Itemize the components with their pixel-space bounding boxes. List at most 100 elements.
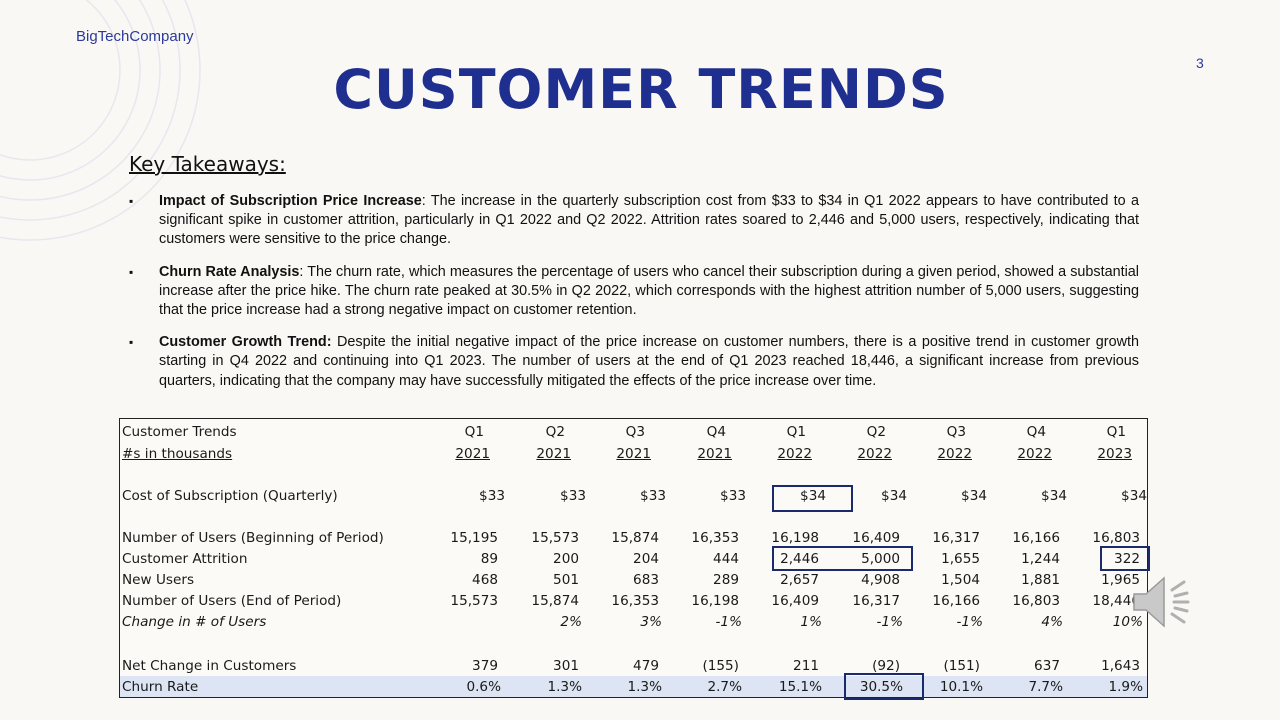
table-cell: $33 bbox=[479, 487, 505, 504]
quarter-header: Q4 bbox=[1026, 423, 1046, 440]
bullet-text: : The increase in the quarterly subscrip… bbox=[159, 193, 1139, 248]
takeaways-heading: Key Takeaways: bbox=[129, 152, 286, 176]
table-cell: 379 bbox=[472, 657, 498, 674]
table-cell: 2.7% bbox=[707, 678, 742, 695]
table-cell: 16,353 bbox=[691, 529, 739, 546]
row-label: Change in # of Users bbox=[122, 613, 267, 630]
table-cell: 16,353 bbox=[611, 592, 659, 609]
row-label: Number of Users (End of Period) bbox=[122, 592, 342, 609]
takeaway-customer-growth: ▪ Customer Growth Trend: Despite the init… bbox=[129, 333, 1139, 391]
table-cell: 289 bbox=[713, 571, 739, 588]
table-row-change: Change in # of Users 2% 3% -1% 1% -1% -1% 4% 10… bbox=[120, 611, 1147, 632]
table-cell: 16,803 bbox=[1092, 529, 1140, 546]
bullet-lead: Churn Rate Analysis bbox=[159, 263, 300, 280]
table-cell: 16,409 bbox=[771, 592, 819, 609]
table-cell: 204 bbox=[633, 550, 659, 567]
table-cell: 2% bbox=[560, 613, 582, 630]
table-cell: 200 bbox=[553, 550, 579, 567]
row-label: Cost of Subscription (Quarterly) bbox=[122, 487, 338, 504]
row-label: Number of Users (Beginning of Period) bbox=[122, 529, 384, 546]
table-header-row-years: #s in thousands 2021 2021 2021 2021 2022 2022… bbox=[120, 443, 1147, 464]
table-cell: 10.1% bbox=[939, 678, 983, 695]
table-cell: 16,317 bbox=[932, 529, 980, 546]
table-cell: 1.9% bbox=[1108, 678, 1143, 695]
quarter-header: Q3 bbox=[946, 423, 966, 440]
bullet-text: Despite the initial negative impact of t… bbox=[159, 334, 1139, 389]
table-cell: (151) bbox=[943, 657, 980, 674]
table-row-attrition: Customer Attrition 89 200 204 444 2,446 5,000… bbox=[120, 548, 1147, 569]
table-cell: 16,803 bbox=[1012, 592, 1060, 609]
customer-trends-table: Customer Trends Q1 Q2 Q3 Q4 Q1 Q2 Q3 Q4 Q1 #s in… bbox=[119, 418, 1150, 700]
table-row-cost: Cost of Subscription (Quarterly) $33 $33 $… bbox=[120, 485, 1147, 506]
year-header: 2021 bbox=[697, 445, 732, 462]
table-cell: 4% bbox=[1041, 613, 1063, 630]
table-cell: 1,881 bbox=[1021, 571, 1060, 588]
row-label: Churn Rate bbox=[122, 678, 199, 695]
table-cell: $34 bbox=[1121, 487, 1147, 504]
table-row-new-users: New Users 468 501 683 289 2,657 4,908 1,504 1,8… bbox=[120, 569, 1147, 590]
table-cell: 15,195 bbox=[450, 529, 498, 546]
table-cell: 1.3% bbox=[627, 678, 662, 695]
page-number: 3 bbox=[1196, 55, 1204, 71]
table-cell: 16,409 bbox=[852, 529, 900, 546]
table-cell: 501 bbox=[553, 571, 579, 588]
table-cell: 15,573 bbox=[450, 592, 498, 609]
table-cell: 15,874 bbox=[531, 592, 579, 609]
table-cell: 15,573 bbox=[531, 529, 579, 546]
table-cell: 211 bbox=[793, 657, 819, 674]
table-cell: 7.7% bbox=[1028, 678, 1063, 695]
table-cell: $34 bbox=[881, 487, 907, 504]
quarter-header: Q1 bbox=[1106, 423, 1126, 440]
table-cell: 1.3% bbox=[547, 678, 582, 695]
row-label: Customer Attrition bbox=[122, 550, 248, 567]
year-header: 2022 bbox=[937, 445, 972, 462]
table-cell: 1,504 bbox=[941, 571, 980, 588]
table-subtitle: #s in thousands bbox=[122, 445, 233, 462]
table-cell: $33 bbox=[640, 487, 666, 504]
table-cell: 683 bbox=[633, 571, 659, 588]
quarter-header: Q3 bbox=[625, 423, 645, 440]
year-header: 2021 bbox=[455, 445, 490, 462]
table-cell: 479 bbox=[633, 657, 659, 674]
quarter-header: Q2 bbox=[545, 423, 565, 440]
table-header-row-quarters: Customer Trends Q1 Q2 Q3 Q4 Q1 Q2 Q3 Q4 Q1 bbox=[120, 421, 1147, 442]
year-header: 2022 bbox=[857, 445, 892, 462]
table-row-net-change: Net Change in Customers 379 301 479 (155) 21… bbox=[120, 655, 1147, 676]
table-cell: 30.5% bbox=[859, 678, 903, 695]
year-header: 2022 bbox=[1017, 445, 1052, 462]
table-cell: 1,643 bbox=[1101, 657, 1140, 674]
speaker-icon[interactable] bbox=[1130, 572, 1194, 632]
year-header: 2021 bbox=[616, 445, 651, 462]
table-cell: 2,657 bbox=[780, 571, 819, 588]
bullet-lead: Customer Growth Trend: bbox=[159, 334, 332, 351]
table-cell: 89 bbox=[480, 550, 498, 567]
table-cell: 16,166 bbox=[932, 592, 980, 609]
table-cell: 1,244 bbox=[1021, 550, 1060, 567]
bullet-marker: ▪ bbox=[129, 264, 134, 279]
table-cell: -1% bbox=[956, 613, 983, 630]
quarter-header: Q4 bbox=[706, 423, 726, 440]
table-row-users-end: Number of Users (End of Period) 15,573 15… bbox=[120, 590, 1147, 611]
year-header: 2023 bbox=[1097, 445, 1132, 462]
bullet-lead: Impact of Subscription Price Increase bbox=[159, 193, 422, 209]
table-cell: -1% bbox=[876, 613, 903, 630]
bullet-marker: ▪ bbox=[129, 335, 134, 350]
table-cell: 301 bbox=[553, 657, 579, 674]
table-cell: 16,317 bbox=[852, 592, 900, 609]
table-cell: $33 bbox=[720, 487, 746, 504]
table-row-churn: Churn Rate 0.6% 1.3% 1.3% 2.7% 15.1% 30.5% 10.… bbox=[120, 676, 1147, 697]
table-cell: 322 bbox=[1114, 550, 1140, 567]
table-cell: 1,965 bbox=[1101, 571, 1140, 588]
table-cell: 16,198 bbox=[771, 529, 819, 546]
table-cell: $34 bbox=[961, 487, 987, 504]
takeaways-list: ▪ Impact of Subscription Price Increase: … bbox=[129, 192, 1139, 404]
table-cell: 1,655 bbox=[941, 550, 980, 567]
table-cell: 444 bbox=[713, 550, 739, 567]
table-cell: 637 bbox=[1034, 657, 1060, 674]
quarter-header: Q2 bbox=[866, 423, 886, 440]
table-cell: -1% bbox=[715, 613, 742, 630]
year-header: 2022 bbox=[777, 445, 812, 462]
quarter-header: Q1 bbox=[464, 423, 484, 440]
row-label: Net Change in Customers bbox=[122, 657, 297, 674]
table-row-users-begin: Number of Users (Beginning of Period) 15… bbox=[120, 527, 1147, 548]
